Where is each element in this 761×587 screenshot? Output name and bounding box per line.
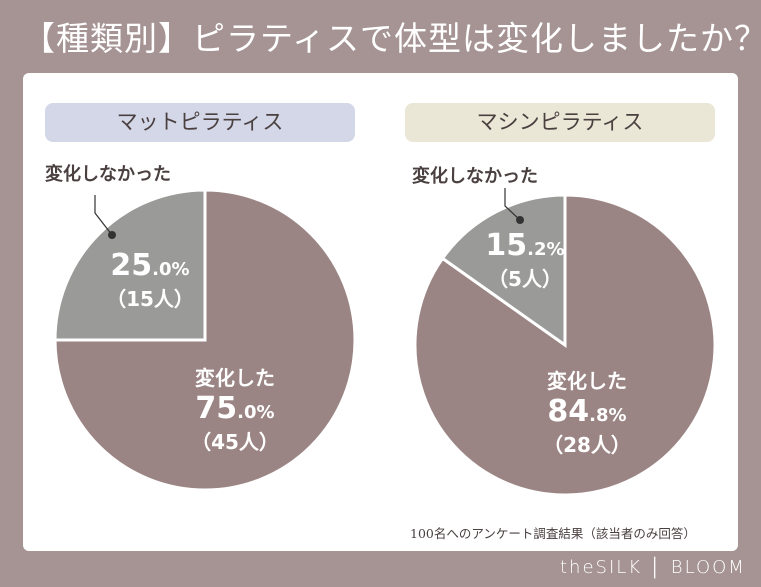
mat-not-changed-label: 変化しなかった bbox=[45, 164, 171, 185]
pie-slice-changed bbox=[53, 188, 357, 492]
label: 変化した bbox=[547, 369, 627, 393]
pct: 15 bbox=[485, 228, 528, 263]
mat-pilates-title: マットピラティス bbox=[45, 103, 355, 142]
count: （15人） bbox=[106, 287, 194, 311]
label: 変化した bbox=[195, 366, 275, 390]
pct-dec: .0% bbox=[152, 259, 190, 280]
count: （28人） bbox=[543, 433, 631, 457]
footnote: 100名へのアンケート調査結果（該当者のみ回答） bbox=[410, 526, 696, 541]
leader-dot bbox=[108, 231, 116, 239]
leader-line bbox=[504, 188, 521, 221]
mat-changed-value: 変化した 75.0% （45人） bbox=[180, 362, 290, 455]
pct-dec: .2% bbox=[527, 239, 565, 260]
pct-dec: .8% bbox=[589, 405, 627, 426]
pie-slice-changed bbox=[413, 193, 717, 497]
leader-dot bbox=[516, 216, 524, 224]
machine-not-changed-label: 変化しなかった bbox=[412, 166, 538, 187]
machine-not-changed-value: 15.2% （5人） bbox=[470, 228, 580, 292]
pct: 84 bbox=[547, 394, 590, 429]
pct: 25 bbox=[110, 248, 153, 283]
pct: 75 bbox=[195, 391, 238, 426]
pie-slice-not-changed bbox=[53, 188, 207, 342]
count: （45人） bbox=[191, 430, 279, 454]
pie-slice-not-changed bbox=[440, 193, 567, 348]
count: （5人） bbox=[488, 267, 562, 291]
leader-line bbox=[94, 195, 113, 236]
page-title: 【種類別】ピラティスで体型は変化しましたか？ bbox=[22, 19, 761, 58]
machine-changed-value: 変化した 84.8% （28人） bbox=[532, 365, 642, 458]
machine-pilates-title: マシンピラティス bbox=[405, 103, 715, 142]
mat-not-changed-value: 25.0% （15人） bbox=[95, 248, 205, 312]
brand-logo: theSILK │ BLOOM bbox=[560, 557, 746, 578]
pct-dec: .0% bbox=[237, 402, 275, 423]
